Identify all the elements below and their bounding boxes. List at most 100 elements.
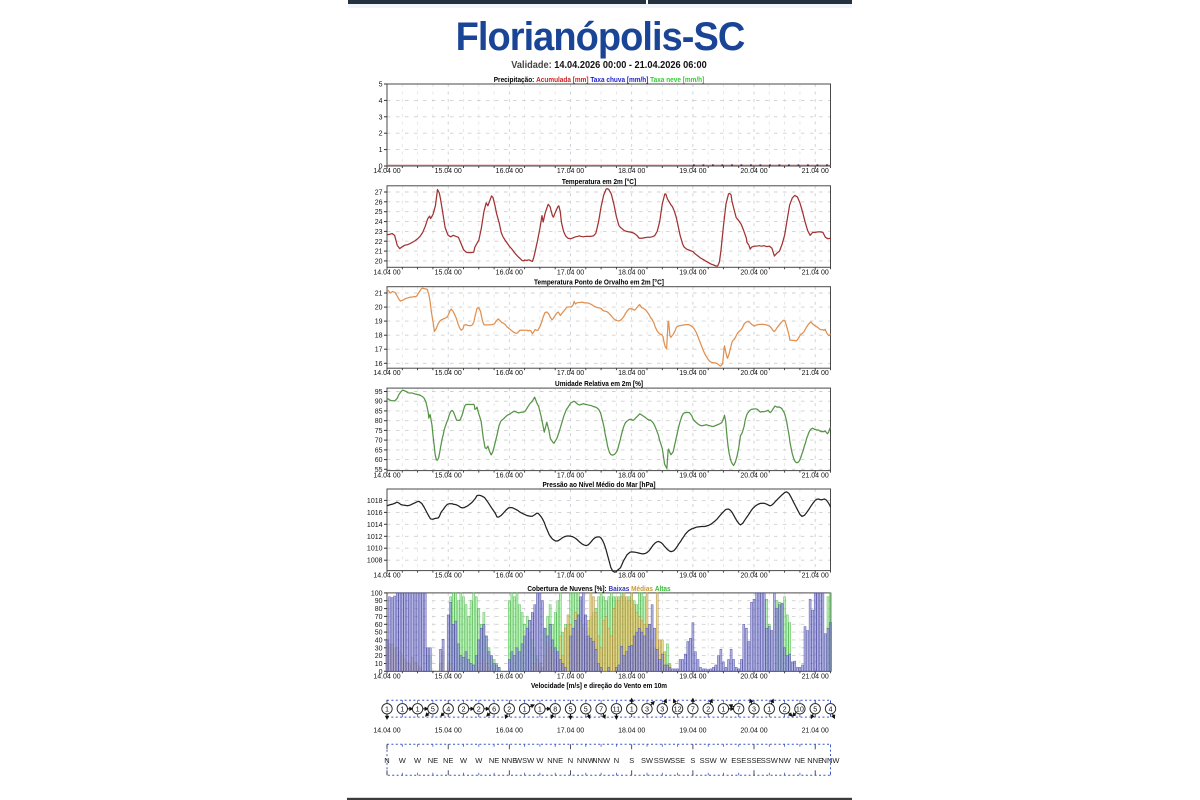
svg-text:1010: 1010 [367, 546, 383, 553]
svg-text:19.04 00: 19.04 00 [679, 573, 706, 580]
svg-text:20.04 00: 20.04 00 [740, 673, 767, 680]
svg-text:Cobertura de Nuvens [%]: Baixa: Cobertura de Nuvens [%]: Baixas Médias A… [527, 586, 670, 593]
svg-text:16.04 00: 16.04 00 [496, 370, 523, 377]
svg-text:19.04 00: 19.04 00 [679, 168, 706, 175]
svg-text:NNW: NNW [822, 756, 841, 765]
svg-text:18.04 00: 18.04 00 [618, 673, 645, 680]
svg-text:15.04 00: 15.04 00 [435, 728, 462, 735]
svg-text:SSE: SSE [746, 756, 761, 765]
svg-text:30: 30 [375, 645, 383, 652]
svg-text:27: 27 [375, 190, 383, 197]
svg-text:18.04 00: 18.04 00 [618, 168, 645, 175]
svg-text:NE: NE [443, 756, 453, 765]
svg-text:15.04 00: 15.04 00 [435, 269, 462, 276]
svg-text:85: 85 [375, 408, 383, 415]
svg-text:5: 5 [569, 704, 573, 713]
svg-text:18.04 00: 18.04 00 [618, 370, 645, 377]
svg-text:21.04 00: 21.04 00 [802, 473, 829, 480]
svg-text:14.04 00: 14.04 00 [373, 168, 400, 175]
svg-text:70: 70 [375, 438, 383, 445]
svg-text:20: 20 [375, 653, 383, 660]
svg-text:1016: 1016 [367, 510, 383, 517]
svg-text:80: 80 [375, 418, 383, 425]
svg-text:16.04 00: 16.04 00 [496, 573, 523, 580]
svg-text:S: S [629, 756, 634, 765]
svg-text:SW: SW [641, 756, 654, 765]
svg-text:3: 3 [752, 704, 756, 713]
svg-text:60: 60 [375, 622, 383, 629]
svg-text:17: 17 [375, 347, 383, 354]
svg-text:100: 100 [371, 590, 383, 597]
svg-text:15.04 00: 15.04 00 [435, 673, 462, 680]
svg-text:Temperatura em 2m [°C]: Temperatura em 2m [°C] [562, 177, 636, 185]
svg-text:Temperatura Ponto de Orvalho e: Temperatura Ponto de Orvalho em 2m [°C] [534, 278, 664, 286]
svg-text:3: 3 [660, 704, 664, 713]
svg-text:1014: 1014 [367, 522, 383, 529]
svg-text:17.04 00: 17.04 00 [557, 728, 584, 735]
svg-text:1: 1 [523, 704, 527, 713]
svg-text:0: 0 [379, 669, 383, 676]
svg-text:21.04 00: 21.04 00 [802, 728, 829, 735]
svg-text:7: 7 [737, 704, 741, 713]
svg-text:4: 4 [829, 704, 833, 713]
svg-text:NE: NE [795, 756, 805, 765]
svg-text:Precipitação: Acumulada [mm] T: Precipitação: Acumulada [mm] Taxa chuva … [494, 77, 704, 84]
svg-text:17.04 00: 17.04 00 [557, 573, 584, 580]
svg-text:23: 23 [375, 229, 383, 236]
svg-text:19: 19 [375, 319, 383, 326]
svg-text:N: N [384, 756, 389, 765]
svg-text:10: 10 [796, 704, 804, 713]
svg-text:W: W [399, 756, 407, 765]
svg-text:21.04 00: 21.04 00 [802, 370, 829, 377]
svg-text:18.04 00: 18.04 00 [618, 573, 645, 580]
svg-text:19.04 00: 19.04 00 [679, 728, 706, 735]
svg-text:18: 18 [375, 333, 383, 340]
svg-text:11: 11 [613, 704, 620, 713]
svg-text:15.04 00: 15.04 00 [435, 473, 462, 480]
svg-text:6: 6 [492, 704, 496, 713]
svg-text:2: 2 [379, 131, 383, 138]
svg-text:NE: NE [489, 756, 499, 765]
svg-text:W: W [720, 756, 728, 765]
svg-text:14.04 00: 14.04 00 [373, 673, 400, 680]
svg-text:20.04 00: 20.04 00 [740, 370, 767, 377]
svg-text:SSE: SSE [670, 756, 685, 765]
svg-text:14.04 00: 14.04 00 [373, 728, 400, 735]
svg-text:1: 1 [767, 704, 771, 713]
svg-text:4: 4 [446, 704, 450, 713]
svg-text:8: 8 [553, 704, 557, 713]
svg-text:WSW: WSW [515, 756, 535, 765]
svg-text:N: N [614, 756, 619, 765]
svg-text:17.04 00: 17.04 00 [557, 673, 584, 680]
svg-text:20: 20 [375, 258, 383, 265]
svg-text:20: 20 [375, 305, 383, 312]
svg-text:90: 90 [375, 598, 383, 605]
svg-text:17.04 00: 17.04 00 [557, 168, 584, 175]
svg-text:SSW: SSW [654, 756, 672, 765]
svg-text:Pressão ao Nível Médio do Mar: Pressão ao Nível Médio do Mar [hPa] [542, 482, 655, 489]
svg-text:16.04 00: 16.04 00 [496, 728, 523, 735]
svg-text:16.04 00: 16.04 00 [496, 673, 523, 680]
svg-text:N: N [568, 756, 573, 765]
svg-text:1: 1 [379, 147, 383, 154]
svg-text:1: 1 [630, 704, 634, 713]
svg-text:95: 95 [375, 389, 383, 396]
svg-text:W: W [460, 756, 468, 765]
svg-text:21.04 00: 21.04 00 [802, 269, 829, 276]
svg-text:21.04 00: 21.04 00 [802, 573, 829, 580]
svg-text:26: 26 [375, 199, 383, 206]
svg-text:3: 3 [645, 704, 649, 713]
svg-text:2: 2 [462, 704, 466, 713]
svg-text:16.04 00: 16.04 00 [496, 168, 523, 175]
svg-text:NNE: NNE [501, 756, 517, 765]
svg-text:2: 2 [507, 704, 511, 713]
svg-text:24: 24 [375, 219, 383, 226]
svg-text:15.04 00: 15.04 00 [435, 573, 462, 580]
svg-text:20.04 00: 20.04 00 [740, 269, 767, 276]
svg-text:W: W [536, 756, 544, 765]
svg-text:14.04 00: 14.04 00 [373, 473, 400, 480]
svg-text:20.04 00: 20.04 00 [740, 573, 767, 580]
svg-text:16: 16 [375, 361, 383, 368]
svg-text:20.04 00: 20.04 00 [740, 728, 767, 735]
svg-text:7: 7 [691, 704, 695, 713]
